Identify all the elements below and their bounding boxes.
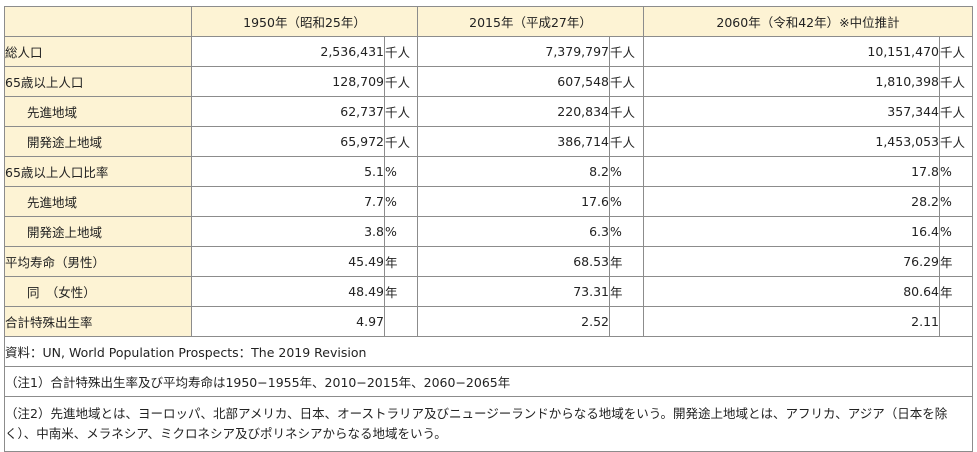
col-header-2015: 2015年（平成27年） [417, 6, 644, 37]
unit-2015: 千人 [609, 96, 644, 127]
unit-2060: 千人 [938, 96, 974, 127]
note2-row: （注2）先進地域とは、ヨーロッパ、北部アメリカ、日本、オーストラリア及びニュージ… [3, 396, 974, 452]
unit-2060: 千人 [938, 36, 974, 67]
unit-2015: % [609, 216, 644, 247]
value-2015: 7,379,797 [417, 36, 610, 67]
population-table: 1950年（昭和25年） 2015年（平成27年） 2060年（令和42年）※中… [3, 6, 974, 452]
value-2015: 17.6 [417, 186, 610, 217]
table-row: 65歳以上人口比率 5.1% 8.2% 17.8% [4, 156, 974, 187]
unit-1950: 千人 [384, 66, 418, 97]
table-row: 同 （女性） 48.49 年 73.31 年 80.64 年 [4, 276, 974, 307]
unit-2060: 千人 [938, 126, 974, 157]
value-1950: 7.7 [191, 186, 385, 217]
row-label: 開発途上地域 [4, 126, 192, 157]
value-2015: 220,834 [417, 96, 610, 127]
unit-2060: % [938, 156, 974, 187]
value-2015: 386,714 [417, 126, 610, 157]
value-1950: 3.8 [191, 216, 385, 247]
note-2: （注2）先進地域とは、ヨーロッパ、北部アメリカ、日本、オーストラリア及びニュージ… [3, 396, 974, 452]
value-2060: 1,810,398 [643, 66, 940, 97]
source-note: 資料：UN, World Population Prospects：The 20… [3, 336, 974, 367]
unit-2015: 千人 [609, 126, 644, 157]
value-1950: 4.97 [191, 306, 385, 337]
value-2015: 68.53 [417, 246, 610, 277]
unit-2015: 年 [609, 276, 644, 307]
value-1950: 65,972 [191, 126, 385, 157]
table-row: 先進地域 62,737 千人 220,834 千人 357,344 千人 [4, 96, 974, 127]
row-label: 同 （女性） [4, 276, 192, 307]
unit-1950: 千人 [384, 126, 418, 157]
row-label: 先進地域 [4, 186, 192, 217]
unit-1950: 年 [384, 246, 418, 277]
value-2060: 17.8 [643, 156, 940, 187]
table-row: 先進地域 7.7% 17.6% 28.2% [4, 186, 974, 217]
value-1950: 128,709 [191, 66, 385, 97]
table-row: 平均寿命（男性） 45.49 年 68.53 年 76.29 年 [4, 246, 974, 277]
value-2060: 28.2 [643, 186, 940, 217]
value-2015: 8.2 [417, 156, 610, 187]
unit-2060: % [938, 216, 974, 247]
unit-2015 [609, 306, 644, 337]
unit-2060: 年 [938, 276, 974, 307]
table-body: 総人口 2,536,431 千人 7,379,797 千人 10,151,470 千人 65歳… [4, 36, 974, 337]
unit-2060: % [938, 186, 974, 217]
unit-1950: 年 [384, 276, 418, 307]
note-1: （注1）合計特殊出生率及び平均寿命は1950−1955年、2010−2015年、… [3, 366, 974, 397]
value-1950: 62,737 [191, 96, 385, 127]
table-row: 総人口 2,536,431 千人 7,379,797 千人 10,151,470 千人 [4, 36, 974, 67]
table-row: 65歳以上人口 128,709 千人 607,548 千人 1,810,398 千人 [4, 66, 974, 97]
value-2060: 357,344 [643, 96, 940, 127]
value-1950: 48.49 [191, 276, 385, 307]
unit-1950 [384, 306, 418, 337]
row-label: 開発途上地域 [4, 216, 192, 247]
value-2060: 80.64 [643, 276, 940, 307]
row-label: 65歳以上人口 [4, 66, 192, 97]
unit-2060: 年 [938, 246, 974, 277]
value-2015: 2.52 [417, 306, 610, 337]
unit-1950: 千人 [384, 96, 418, 127]
unit-2015: 年 [609, 246, 644, 277]
unit-2015: % [609, 186, 644, 217]
unit-2015: 千人 [609, 66, 644, 97]
unit-1950: 千人 [384, 36, 418, 67]
unit-1950: % [384, 186, 418, 217]
value-2015: 607,548 [417, 66, 610, 97]
note1-row: （注1）合計特殊出生率及び平均寿命は1950−1955年、2010−2015年、… [3, 366, 974, 397]
unit-1950: % [384, 216, 418, 247]
table-row: 開発途上地域 65,972 千人 386,714 千人 1,453,053 千人 [4, 126, 974, 157]
table-row: 合計特殊出生率 4.97 2.52 2.11 [4, 306, 974, 337]
unit-2060 [938, 306, 974, 337]
row-label: 総人口 [4, 36, 192, 67]
source-row: 資料：UN, World Population Prospects：The 20… [3, 336, 974, 367]
value-1950: 5.1 [191, 156, 385, 187]
table-row: 開発途上地域 3.8% 6.3% 16.4% [4, 216, 974, 247]
corner-cell [4, 6, 192, 37]
row-label: 65歳以上人口比率 [4, 156, 192, 187]
value-2060: 16.4 [643, 216, 940, 247]
unit-2015: % [609, 156, 644, 187]
unit-2060: 千人 [938, 66, 974, 97]
unit-1950: % [384, 156, 418, 187]
value-2060: 10,151,470 [643, 36, 940, 67]
unit-2015: 千人 [609, 36, 644, 67]
header-row: 1950年（昭和25年） 2015年（平成27年） 2060年（令和42年）※中… [4, 6, 974, 37]
value-1950: 45.49 [191, 246, 385, 277]
row-label: 平均寿命（男性） [4, 246, 192, 277]
value-2060: 76.29 [643, 246, 940, 277]
value-2015: 73.31 [417, 276, 610, 307]
value-2060: 2.11 [643, 306, 940, 337]
value-2060: 1,453,053 [643, 126, 940, 157]
value-1950: 2,536,431 [191, 36, 385, 67]
col-header-1950: 1950年（昭和25年） [191, 6, 418, 37]
row-label: 先進地域 [4, 96, 192, 127]
value-2015: 6.3 [417, 216, 610, 247]
col-header-2060: 2060年（令和42年）※中位推計 [642, 6, 974, 37]
row-label: 合計特殊出生率 [4, 306, 192, 337]
